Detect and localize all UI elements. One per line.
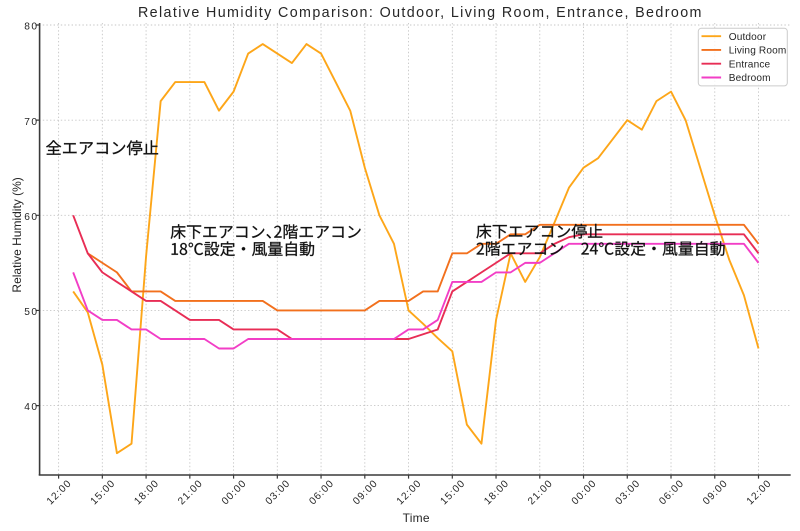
svg-text:80: 80 xyxy=(24,22,38,33)
svg-text:40: 40 xyxy=(24,402,38,413)
svg-text:Relative Humidity (%): Relative Humidity (%) xyxy=(10,177,24,292)
svg-text:70: 70 xyxy=(24,117,38,128)
svg-text:50: 50 xyxy=(24,307,38,318)
svg-text:Living Room: Living Room xyxy=(729,46,787,57)
svg-text:Outdoor: Outdoor xyxy=(729,32,767,43)
svg-text:Bedroom: Bedroom xyxy=(729,73,771,84)
svg-text:60: 60 xyxy=(24,212,38,223)
svg-text:Relative Humidity Comparison:: Relative Humidity Comparison: Outdoor, L… xyxy=(138,5,703,21)
svg-text:Entrance: Entrance xyxy=(729,59,771,70)
svg-text:Time: Time xyxy=(403,511,430,525)
